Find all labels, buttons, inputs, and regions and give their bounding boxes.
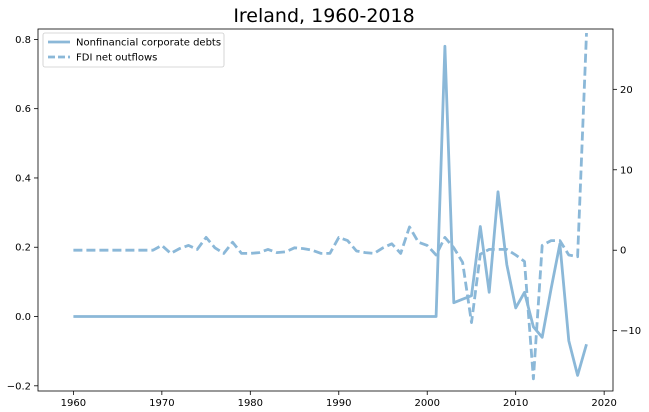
y-left-tick-label: 0.0 — [15, 312, 31, 323]
x-tick-label: 1960 — [61, 398, 86, 409]
y-right-tick-label: −10 — [620, 326, 641, 337]
chart-title: Ireland, 1960-2018 — [233, 5, 414, 27]
legend-box — [42, 32, 225, 68]
series-line-nonfinancial-corporate-debts — [73, 44, 588, 377]
series-layer — [73, 32, 588, 381]
legend-label-fdi-net-outflows: FDI net outflows — [76, 53, 157, 64]
series-line-fdi-net-outflows — [73, 32, 588, 381]
x-tick-label: 2020 — [591, 398, 616, 409]
legend: Nonfinancial corporate debts FDI net out… — [42, 32, 225, 68]
y-right-tick-label: 0 — [620, 246, 626, 257]
y-left-tick-label: −0.2 — [7, 381, 31, 392]
x-tick-label: 2010 — [503, 398, 528, 409]
y-axis-right: −10 0 10 20 — [613, 85, 641, 337]
y-right-tick-label: 20 — [620, 85, 633, 96]
x-tick-label: 1980 — [238, 398, 263, 409]
y-left-tick-label: 0.6 — [15, 104, 31, 115]
y-left-tick-label: 0.2 — [15, 243, 31, 254]
legend-label-nonfinancial-corporate-debts: Nonfinancial corporate debts — [76, 38, 221, 49]
y-left-tick-label: 0.4 — [15, 173, 31, 184]
y-axis-left: −0.2 0.0 0.2 0.4 0.6 0.8 — [7, 35, 38, 392]
x-tick-label: 1970 — [149, 398, 174, 409]
y-right-tick-label: 10 — [620, 165, 633, 176]
plot-area-frame — [37, 28, 614, 392]
y-left-tick-label: 0.8 — [15, 35, 31, 46]
x-tick-label: 1990 — [326, 398, 351, 409]
x-axis: 1960 1970 1980 1990 2000 2010 2020 — [61, 391, 617, 409]
x-tick-label: 2000 — [415, 398, 440, 409]
